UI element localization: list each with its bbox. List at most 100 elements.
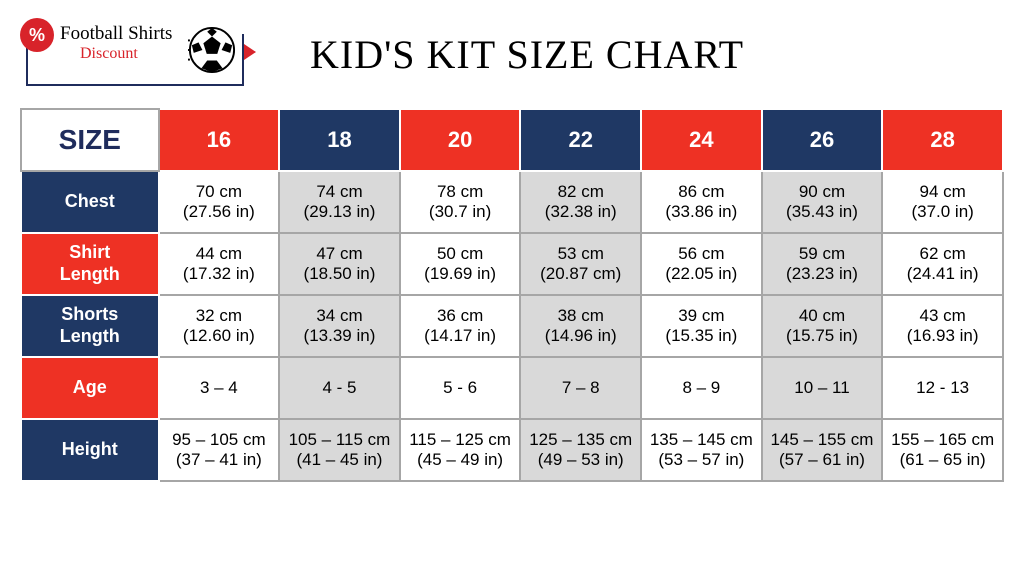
data-cell: 115 – 125 cm(45 – 49 in) xyxy=(400,419,521,481)
cell-line2: (24.41 in) xyxy=(885,264,1000,284)
data-cell: 56 cm(22.05 in) xyxy=(641,233,762,295)
data-cell: 3 – 4 xyxy=(159,357,280,419)
cell-line2: (37 – 41 in) xyxy=(162,450,277,470)
data-cell: 39 cm(15.35 in) xyxy=(641,295,762,357)
cell-line1: 47 cm xyxy=(282,244,397,264)
cell-line1: 59 cm xyxy=(765,244,880,264)
cell-line2: (13.39 in) xyxy=(282,326,397,346)
cell-line2: (23.23 in) xyxy=(765,264,880,284)
cell-line2: (32.38 in) xyxy=(523,202,638,222)
size-header: 20 xyxy=(400,109,521,171)
soccer-ball-icon xyxy=(188,26,236,74)
cell-line2: (14.96 in) xyxy=(523,326,638,346)
data-cell: 12 - 13 xyxy=(882,357,1003,419)
data-cell: 8 – 9 xyxy=(641,357,762,419)
cell-line1: 10 – 11 xyxy=(765,378,880,398)
size-header: 26 xyxy=(762,109,883,171)
size-header: 18 xyxy=(279,109,400,171)
data-cell: 155 – 165 cm(61 – 65 in) xyxy=(882,419,1003,481)
data-cell: 62 cm(24.41 in) xyxy=(882,233,1003,295)
size-header: 16 xyxy=(159,109,280,171)
cell-line1: 78 cm xyxy=(403,182,518,202)
data-cell: 94 cm(37.0 in) xyxy=(882,171,1003,233)
cell-line2: (14.17 in) xyxy=(403,326,518,346)
data-cell: 10 – 11 xyxy=(762,357,883,419)
data-cell: 34 cm(13.39 in) xyxy=(279,295,400,357)
cell-line1: 115 – 125 cm xyxy=(403,430,518,450)
data-cell: 78 cm(30.7 in) xyxy=(400,171,521,233)
cell-line1: 40 cm xyxy=(765,306,880,326)
row-label: Height xyxy=(21,419,159,481)
cell-line1: 5 - 6 xyxy=(403,378,518,398)
cell-line2: (16.93 in) xyxy=(885,326,1000,346)
cell-line1: 32 cm xyxy=(162,306,277,326)
data-cell: 44 cm(17.32 in) xyxy=(159,233,280,295)
cell-line1: 94 cm xyxy=(885,182,1000,202)
size-chart-table: SIZE 16 18 20 22 24 26 28 Chest70 cm(27.… xyxy=(20,108,1004,482)
data-cell: 105 – 115 cm(41 – 45 in) xyxy=(279,419,400,481)
row-label: Age xyxy=(21,357,159,419)
cell-line2: (57 – 61 in) xyxy=(765,450,880,470)
page-title: KID'S KIT SIZE CHART xyxy=(310,31,744,78)
data-cell: 95 – 105 cm(37 – 41 in) xyxy=(159,419,280,481)
data-cell: 145 – 155 cm(57 – 61 in) xyxy=(762,419,883,481)
data-cell: 74 cm(29.13 in) xyxy=(279,171,400,233)
table-body: Chest70 cm(27.56 in)74 cm(29.13 in)78 cm… xyxy=(21,171,1003,481)
data-cell: 90 cm(35.43 in) xyxy=(762,171,883,233)
cell-line2: (20.87 cm) xyxy=(523,264,638,284)
cell-line1: 62 cm xyxy=(885,244,1000,264)
cell-line2: (61 – 65 in) xyxy=(885,450,1000,470)
data-cell: 47 cm(18.50 in) xyxy=(279,233,400,295)
data-cell: 43 cm(16.93 in) xyxy=(882,295,1003,357)
cell-line2: (49 – 53 in) xyxy=(523,450,638,470)
data-cell: 53 cm(20.87 cm) xyxy=(520,233,641,295)
cell-line2: (37.0 in) xyxy=(885,202,1000,222)
data-cell: 125 – 135 cm(49 – 53 in) xyxy=(520,419,641,481)
data-cell: 36 cm(14.17 in) xyxy=(400,295,521,357)
cell-line1: 135 – 145 cm xyxy=(644,430,759,450)
cell-line1: 155 – 165 cm xyxy=(885,430,1000,450)
cell-line2: (53 – 57 in) xyxy=(644,450,759,470)
logo: % Football Shirts Discount xyxy=(20,18,250,90)
cell-line2: (45 – 49 in) xyxy=(403,450,518,470)
cell-line1: 12 - 13 xyxy=(885,378,1000,398)
cell-line2: (15.75 in) xyxy=(765,326,880,346)
table-row: Chest70 cm(27.56 in)74 cm(29.13 in)78 cm… xyxy=(21,171,1003,233)
cell-line2: (27.56 in) xyxy=(162,202,277,222)
cell-line1: 44 cm xyxy=(162,244,277,264)
cell-line2: (41 – 45 in) xyxy=(282,450,397,470)
cell-line1: 90 cm xyxy=(765,182,880,202)
data-cell: 32 cm(12.60 in) xyxy=(159,295,280,357)
arrow-right-icon xyxy=(244,44,256,60)
table-row: Age3 – 44 - 5 5 - 67 – 8 8 – 9 10 – 1112 - … xyxy=(21,357,1003,419)
cell-line2: (30.7 in) xyxy=(403,202,518,222)
row-label: ShortsLength xyxy=(21,295,159,357)
data-cell: 135 – 145 cm(53 – 57 in) xyxy=(641,419,762,481)
data-cell: 4 - 5 xyxy=(279,357,400,419)
cell-line1: 82 cm xyxy=(523,182,638,202)
cell-line1: 86 cm xyxy=(644,182,759,202)
cell-line2: (33.86 in) xyxy=(644,202,759,222)
cell-line1: 95 – 105 cm xyxy=(162,430,277,450)
cell-line2: (29.13 in) xyxy=(282,202,397,222)
cell-line1: 36 cm xyxy=(403,306,518,326)
header-row: SIZE 16 18 20 22 24 26 28 xyxy=(21,109,1003,171)
cell-line2: (12.60 in) xyxy=(162,326,277,346)
size-header: 24 xyxy=(641,109,762,171)
cell-line1: 8 – 9 xyxy=(644,378,759,398)
data-cell: 7 – 8 xyxy=(520,357,641,419)
cell-line1: 4 - 5 xyxy=(282,378,397,398)
cell-line2: (19.69 in) xyxy=(403,264,518,284)
cell-line1: 105 – 115 cm xyxy=(282,430,397,450)
cell-line1: 3 – 4 xyxy=(162,378,277,398)
logo-line2: Discount xyxy=(80,45,172,63)
data-cell: 59 cm(23.23 in) xyxy=(762,233,883,295)
data-cell: 40 cm(15.75 in) xyxy=(762,295,883,357)
table-row: ShortsLength32 cm(12.60 in)34 cm(13.39 i… xyxy=(21,295,1003,357)
data-cell: 50 cm(19.69 in) xyxy=(400,233,521,295)
cell-line2: (22.05 in) xyxy=(644,264,759,284)
size-header: 28 xyxy=(882,109,1003,171)
cell-line1: 39 cm xyxy=(644,306,759,326)
cell-line1: 7 – 8 xyxy=(523,378,638,398)
cell-line1: 53 cm xyxy=(523,244,638,264)
